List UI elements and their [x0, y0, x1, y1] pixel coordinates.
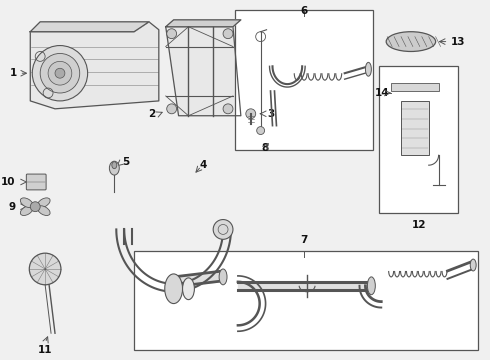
Bar	[401, 101, 429, 155]
Bar	[235, 10, 373, 150]
Ellipse shape	[183, 278, 195, 300]
Bar	[379, 66, 458, 213]
Ellipse shape	[21, 198, 33, 208]
Circle shape	[167, 104, 176, 114]
Ellipse shape	[386, 32, 436, 51]
Ellipse shape	[165, 274, 183, 303]
Circle shape	[223, 104, 233, 114]
Text: 11: 11	[38, 345, 52, 355]
Text: 7: 7	[300, 235, 308, 245]
Ellipse shape	[109, 161, 119, 175]
Polygon shape	[166, 27, 241, 116]
Text: 13: 13	[450, 37, 465, 46]
Text: 14: 14	[374, 88, 389, 98]
Ellipse shape	[112, 162, 117, 168]
Text: 12: 12	[412, 220, 426, 230]
Ellipse shape	[366, 62, 371, 76]
Circle shape	[30, 202, 40, 212]
Circle shape	[48, 61, 72, 85]
Circle shape	[167, 29, 176, 39]
Ellipse shape	[37, 198, 50, 208]
Text: 9: 9	[8, 202, 16, 212]
Text: 1: 1	[10, 68, 17, 78]
Circle shape	[246, 109, 256, 119]
Circle shape	[213, 220, 233, 239]
Polygon shape	[166, 20, 241, 27]
Text: 2: 2	[148, 109, 155, 119]
Ellipse shape	[470, 259, 476, 271]
Bar	[134, 251, 478, 350]
Circle shape	[257, 127, 265, 135]
Ellipse shape	[21, 206, 33, 216]
Text: 4: 4	[199, 160, 207, 170]
Circle shape	[29, 253, 61, 285]
Ellipse shape	[37, 206, 50, 216]
Text: 3: 3	[267, 109, 274, 119]
Text: 8: 8	[261, 143, 268, 153]
Ellipse shape	[368, 277, 375, 295]
Circle shape	[55, 68, 65, 78]
Ellipse shape	[219, 269, 227, 285]
Circle shape	[32, 46, 88, 101]
Polygon shape	[30, 22, 149, 32]
Text: 5: 5	[122, 157, 129, 167]
Circle shape	[223, 29, 233, 39]
Circle shape	[40, 53, 80, 93]
Text: 6: 6	[300, 6, 308, 16]
Bar	[391, 83, 439, 91]
Text: 10: 10	[1, 177, 16, 187]
FancyBboxPatch shape	[26, 174, 46, 190]
Polygon shape	[30, 22, 159, 109]
